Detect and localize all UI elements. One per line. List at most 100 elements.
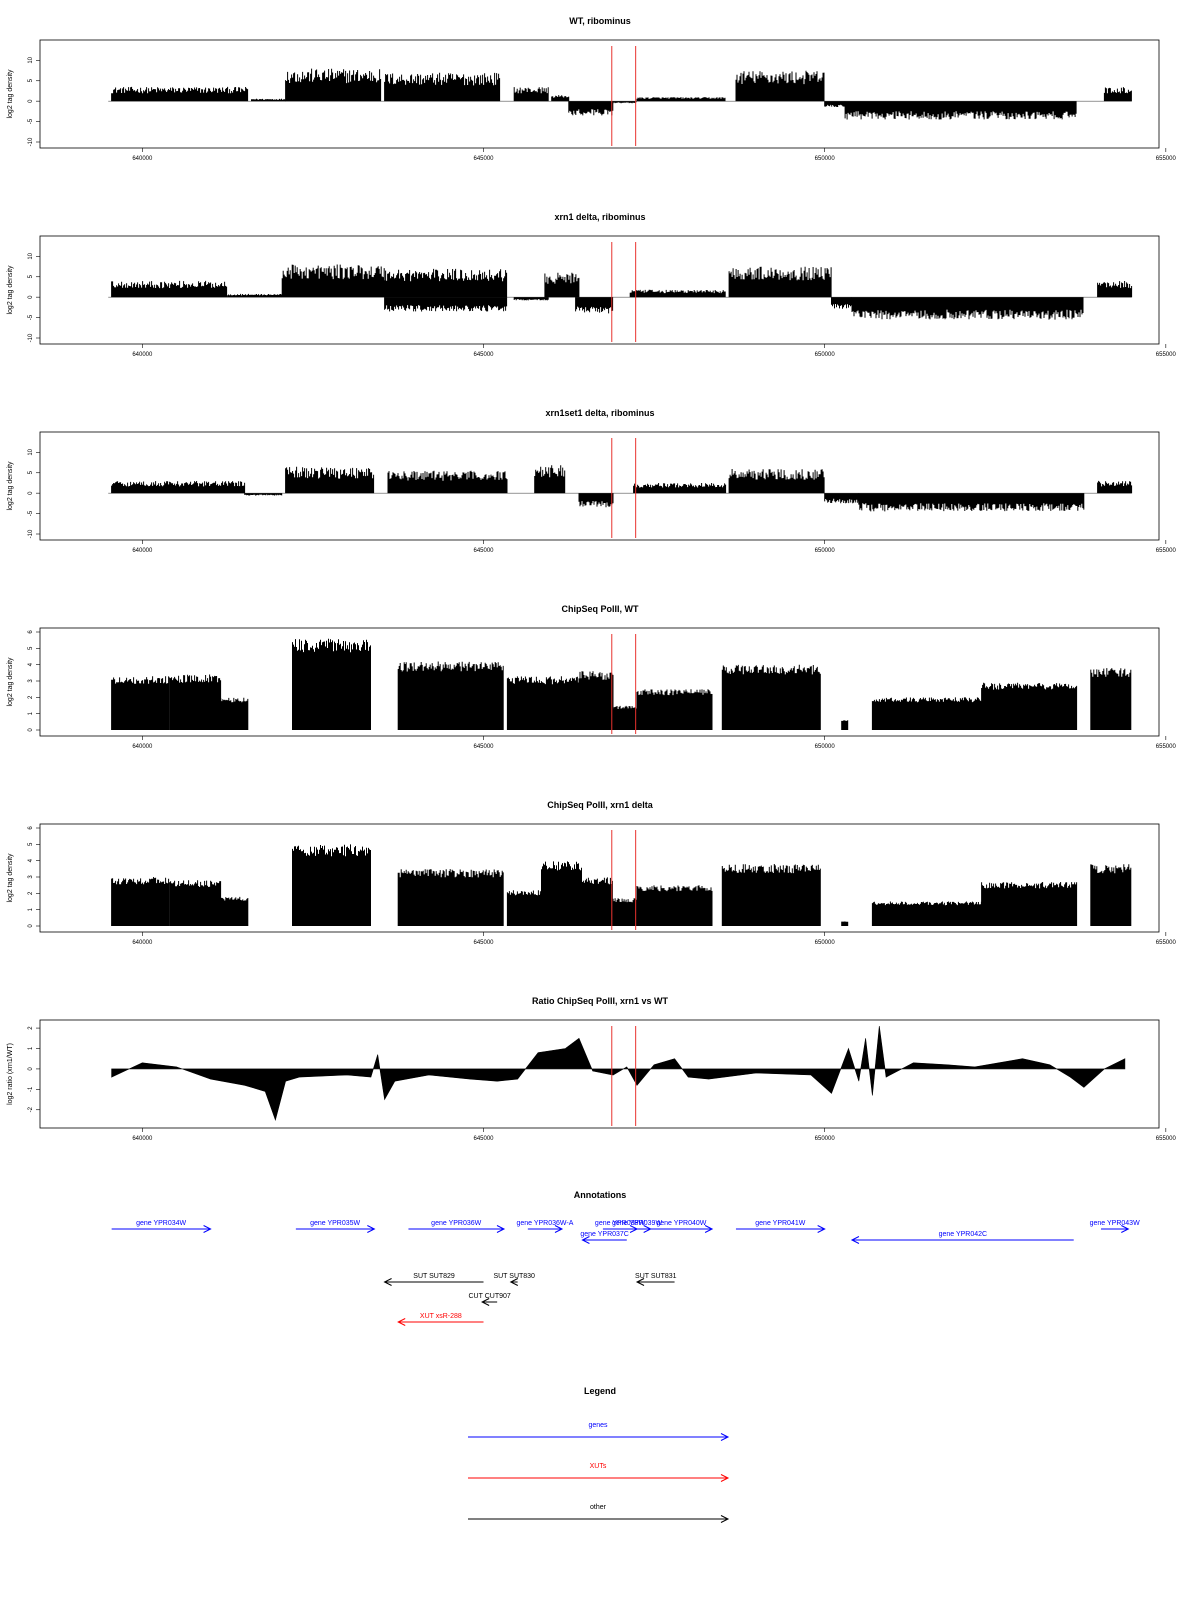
- data-segment: [824, 101, 846, 107]
- arrow-head: [817, 1225, 826, 1233]
- plot-frame: [39, 1019, 1160, 1129]
- legend-title: Legend: [584, 1386, 616, 1396]
- data-segment: [111, 676, 170, 730]
- data-segment: [544, 272, 580, 298]
- data-segment: [578, 493, 614, 508]
- chart-panel: xrn1 delta, ribominus -10 -5 0 5 10 log2 tag d…: [7, 212, 1176, 358]
- data-segment: [981, 882, 1078, 926]
- data-segment: [513, 297, 549, 301]
- data-segment: [721, 664, 821, 730]
- y-tick-label: 5: [28, 646, 34, 650]
- x-tick-label: 645000: [473, 156, 494, 162]
- annotation-label: gene YPR038W: [595, 1220, 645, 1227]
- annotation-label: gene YPR035W: [310, 1220, 360, 1227]
- plot-frame: [39, 823, 1160, 933]
- arrow-head: [509, 1278, 519, 1286]
- y-tick-label: 6: [28, 630, 34, 634]
- arrow-head: [554, 1225, 564, 1233]
- annotation-feature: gene YPR042C: [850, 1231, 1074, 1244]
- y-tick-label: -10: [28, 529, 34, 538]
- annotation-label: gene YPR041W: [755, 1220, 805, 1227]
- x-tick-label: 640000: [132, 548, 153, 554]
- annotation-label: XUT xsR-288: [420, 1313, 462, 1320]
- x-tick-label: 650000: [815, 156, 836, 162]
- chart-title: xrn1 delta, ribominus: [554, 212, 645, 222]
- data-segment: [285, 68, 382, 102]
- x-tick-label: 655000: [1156, 156, 1177, 162]
- x-tick-label: 645000: [473, 548, 494, 554]
- y-tick-label: 3: [28, 679, 34, 683]
- data-segment: [612, 898, 637, 926]
- data-segment: [735, 70, 825, 102]
- annotation-feature: SUT SUT830: [493, 1273, 535, 1286]
- data-segment: [534, 465, 566, 494]
- data-segment: [871, 697, 982, 730]
- data-segment: [981, 682, 1078, 730]
- y-tick-label: 3: [28, 875, 34, 879]
- y-tick-label: 1: [28, 711, 34, 715]
- legend-items: genes XUTs other: [468, 1422, 730, 1523]
- chart-panel: xrn1set1 delta, ribominus -10 -5 0 5 10 log2 t…: [7, 408, 1176, 554]
- y-tick-label: 10: [28, 448, 34, 455]
- arrow-head: [203, 1225, 212, 1233]
- chart-title: xrn1set1 delta, ribominus: [545, 408, 654, 418]
- annotation-feature: gene YPR035W: [295, 1220, 376, 1233]
- data-segment: [841, 921, 849, 926]
- y-tick-label: -2: [28, 1106, 34, 1112]
- x-tick-label: 655000: [1156, 940, 1177, 946]
- plot-frame: [39, 39, 1160, 149]
- annotations-title: Annotations: [574, 1190, 627, 1200]
- y-tick-label: 0: [28, 99, 34, 103]
- arrow-head: [1121, 1225, 1130, 1233]
- data-segment: [1090, 864, 1132, 926]
- data-segment: [636, 97, 726, 102]
- chart-title: WT, ribominus: [569, 16, 631, 26]
- x-tick-label: 650000: [815, 548, 836, 554]
- data-segment: [871, 901, 982, 926]
- data-segment: [1090, 668, 1132, 730]
- y-tick-label: 1: [28, 907, 34, 911]
- annotation-label: gene YPR034W: [136, 1220, 186, 1227]
- data-segment: [384, 268, 508, 298]
- arrow-head: [635, 1278, 645, 1286]
- plot-frame: [39, 627, 1160, 737]
- legend-item: other: [468, 1504, 730, 1523]
- legend-label: XUTs: [590, 1463, 607, 1470]
- arrow-head: [581, 1236, 590, 1244]
- annotation-label: gene YPR043W: [1090, 1220, 1140, 1227]
- legend-label: genes: [588, 1422, 608, 1429]
- data-segment: [513, 87, 549, 102]
- y-tick-label: 0: [28, 491, 34, 495]
- x-tick-label: 645000: [473, 1136, 494, 1142]
- data-segment: [824, 493, 860, 504]
- annotation-label: gene YPR036W: [431, 1220, 481, 1227]
- data-segment: [384, 297, 508, 312]
- x-tick-label: 645000: [473, 352, 494, 358]
- data-segment: [387, 470, 508, 494]
- annotation-feature: CUT CUT907: [469, 1293, 511, 1306]
- y-tick-label: 4: [28, 858, 34, 862]
- annotation-feature: SUT SUT831: [635, 1273, 677, 1286]
- x-tick-label: 650000: [815, 1136, 836, 1142]
- data-segment: [251, 98, 286, 102]
- y-tick-label: 1: [28, 1046, 34, 1050]
- data-segment: [728, 266, 832, 298]
- chart-title: ChipSeq PolII, xrn1 delta: [547, 800, 654, 810]
- y-tick-label: 5: [28, 842, 34, 846]
- data-segment: [220, 697, 249, 730]
- data-segment: [111, 877, 170, 926]
- data-segment: [227, 293, 283, 298]
- chart-panel: Ratio ChipSeq PolII, xrn1 vs WT -2 -1 0 1 2 lo…: [7, 996, 1176, 1142]
- plot-frame: [39, 431, 1160, 541]
- x-tick-label: 640000: [132, 1136, 153, 1142]
- data-segment: [841, 720, 849, 730]
- chart-panel: ChipSeq PolII, xrn1 delta 0 1 2 3 4 5 6 log2 tag…: [7, 800, 1176, 946]
- data-segment: [506, 676, 579, 730]
- data-segment: [506, 890, 542, 926]
- annotation-label: gene YPR040W: [656, 1220, 706, 1227]
- data-segment: [292, 638, 371, 730]
- y-tick-label: 10: [28, 56, 34, 63]
- data-segment: [851, 297, 1084, 320]
- x-tick-label: 640000: [132, 744, 153, 750]
- chart-title: ChipSeq PolII, WT: [562, 604, 639, 614]
